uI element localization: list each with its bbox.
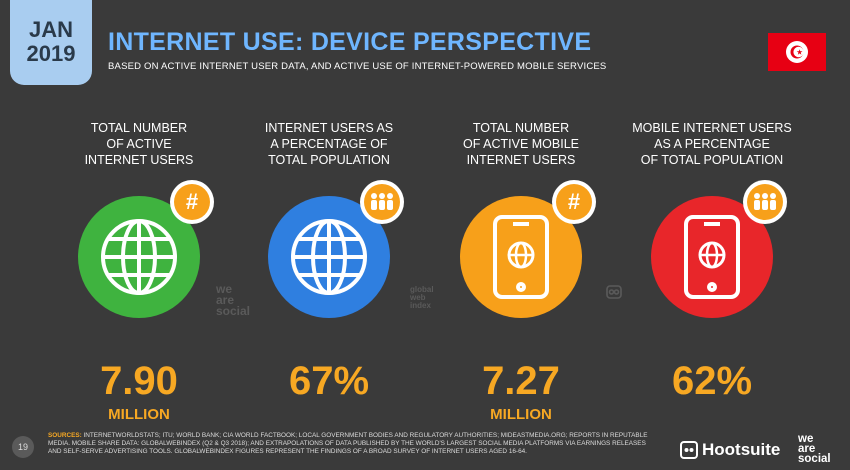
- stat-card-mobile-penetration: MOBILE INTERNET USERS AS A PERCENTAGE OF…: [627, 120, 797, 406]
- stat-value: 7.27: [482, 359, 560, 403]
- date-year: 2019: [26, 41, 76, 66]
- date-badge: JAN 2019: [10, 0, 92, 85]
- tunisia-flag-icon: [768, 33, 826, 71]
- hootsuite-label: Hootsuite: [702, 440, 781, 459]
- stat-value: 7.90: [100, 359, 178, 403]
- we-are-social-watermark: we are social: [216, 282, 251, 318]
- page-number: 19: [12, 436, 34, 458]
- globe-icon: [78, 196, 200, 318]
- hootsuite-logo: Hootsuite: [680, 440, 780, 460]
- sources-text: SOURCES: INTERNETWORLDSTATS; ITU; WORLD …: [48, 432, 658, 456]
- page-subtitle: BASED ON ACTIVE INTERNET USER DATA, AND …: [108, 61, 607, 72]
- people-icon: [743, 180, 787, 224]
- stat-label: INTERNET USERS AS A PERCENTAGE OF TOTAL …: [264, 121, 394, 167]
- sources-body: INTERNETWORLDSTATS; ITU; WORLD BANK; CIA…: [48, 432, 648, 455]
- hootsuite-owl-watermark-icon: [606, 285, 622, 301]
- hash-icon: #: [552, 180, 596, 224]
- owl-icon: [680, 441, 698, 459]
- globalwebindex-watermark: global web index: [410, 285, 434, 310]
- stat-value: 62%: [671, 359, 753, 403]
- stat-card-mobile-users: TOTAL NUMBER OF ACTIVE MOBILE INTERNET U…: [436, 120, 606, 423]
- people-icon: [360, 180, 404, 224]
- stat-card-internet-penetration: INTERNET USERS AS A PERCENTAGE OF TOTAL …: [244, 120, 414, 406]
- stat-unit: MILLION: [108, 406, 170, 423]
- stat-value: 67%: [288, 359, 370, 403]
- stat-unit: MILLION: [490, 406, 552, 423]
- we-are-social-logo: we are social: [798, 433, 831, 465]
- page-title: INTERNET USE: DEVICE PERSPECTIVE: [108, 28, 592, 56]
- stat-label: MOBILE INTERNET USERS AS A PERCENTAGE OF…: [632, 121, 792, 167]
- sources-label: SOURCES:: [48, 432, 82, 439]
- stat-card-internet-users: TOTAL NUMBER OF ACTIVE INTERNET USERS # …: [54, 120, 224, 423]
- date-month: JAN: [28, 17, 73, 42]
- hash-icon: #: [170, 180, 214, 224]
- stat-label: TOTAL NUMBER OF ACTIVE MOBILE INTERNET U…: [463, 121, 579, 167]
- stat-label: TOTAL NUMBER OF ACTIVE INTERNET USERS: [84, 121, 194, 167]
